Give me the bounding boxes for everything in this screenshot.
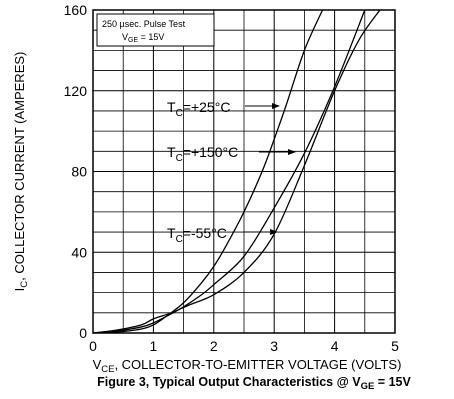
y-axis-title-subscript: C [19, 281, 30, 288]
curves [92, 9, 381, 334]
figure-caption: Figure 3, Typical Output Characteristics… [97, 375, 411, 392]
x-axis-title-subscript: CE [101, 364, 114, 375]
annotation-tc-minus55-sub: C [176, 234, 183, 245]
annotation-tc-25: TC=+25°C [167, 99, 230, 119]
annotation-tc-minus55-prefix: T [167, 225, 176, 241]
annotation-tc-150: TC=+150°C [167, 144, 238, 164]
arrow-head [270, 229, 278, 235]
vge-label-prefix: V [122, 32, 128, 42]
y-tick-label: 120 [64, 83, 88, 99]
annotation-tc-150-suffix: =+150°C [183, 144, 238, 160]
annotation-tc-150-prefix: T [167, 144, 176, 160]
figure-caption-subscript: GE [361, 381, 375, 392]
pulse-test-box-frame [96, 13, 215, 47]
y-axis-title-suffix: , COLLECTOR CURRENT (AMPERES) [12, 52, 27, 281]
x-axis-title-suffix: , COLLECTOR-TO-EMITTER VOLTAGE (VOLTS) [114, 357, 401, 372]
figure-caption-suffix: = 15V [374, 375, 411, 389]
figure-caption-prefix: Figure 3, Typical Output Characteristics… [97, 375, 361, 389]
x-tick-label: 1 [150, 338, 158, 354]
x-axis-title: VCE, COLLECTOR-TO-EMITTER VOLTAGE (VOLTS… [93, 357, 402, 375]
y-axis-title: IC, COLLECTOR CURRENT (AMPERES) [12, 52, 30, 292]
x-tick-label: 4 [331, 338, 339, 354]
annotation-tc-25-suffix: =+25°C [183, 99, 231, 115]
y-tick-label: 40 [71, 244, 87, 260]
annotation-arrows [244, 103, 296, 235]
x-tick-labels: 0 1 2 3 4 5 [89, 338, 399, 354]
pulse-test-label: 250 µsec. Pulse Test [102, 19, 186, 29]
curve-tc-150 [92, 9, 366, 334]
curve-tc-25 [92, 9, 324, 334]
annotation-tc-minus55: TC=-55°C [167, 225, 227, 245]
plot-frame [92, 9, 396, 334]
annotation-tc-minus55-suffix: =-55°C [183, 225, 227, 241]
x-tick-label: 5 [391, 338, 399, 354]
vge-label-suffix: = 15V [138, 32, 164, 42]
annotation-tc-150-sub: C [176, 153, 183, 164]
y-axis-title-prefix: I [12, 288, 27, 292]
arrow-head [272, 103, 280, 109]
x-axis-title-prefix: V [93, 357, 102, 372]
x-tick-label: 0 [89, 338, 97, 354]
y-tick-label: 0 [79, 325, 87, 341]
x-tick-label: 3 [270, 338, 278, 354]
curve-tc-minus55 [92, 9, 381, 334]
vge-label-subscript: GE [128, 37, 138, 44]
vge-label: VGE = 15V [122, 32, 164, 44]
y-tick-label: 80 [71, 164, 87, 180]
y-tick-label: 160 [64, 2, 88, 18]
x-tick-label: 2 [210, 338, 218, 354]
pulse-test-box: 250 µsec. Pulse Test VGE = 15V [96, 13, 215, 47]
annotations: TC=+25°C TC=+150°C TC=-55°C [167, 99, 296, 245]
y-tick-labels: 0 40 80 120 160 [64, 2, 88, 341]
arrow-head [288, 149, 296, 155]
annotation-tc-25-sub: C [176, 108, 183, 119]
annotation-tc-25-prefix: T [167, 99, 176, 115]
